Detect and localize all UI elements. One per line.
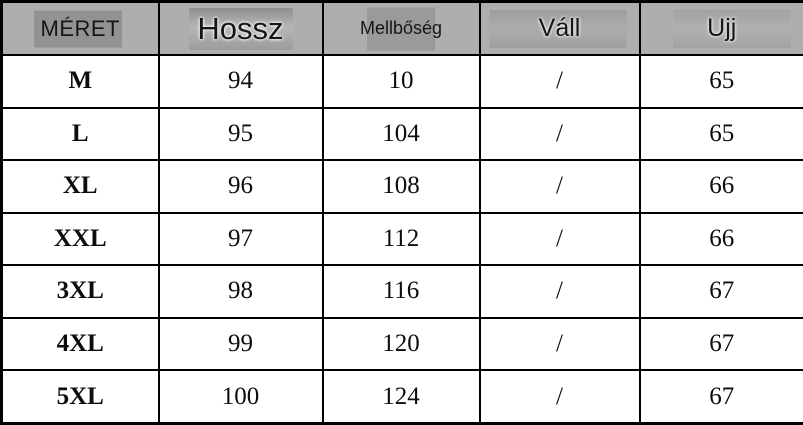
- header-patch: [34, 10, 123, 47]
- header-label: MÉRET: [40, 15, 120, 41]
- bust-cell: 116: [321, 264, 481, 319]
- header-cell-meret: MÉRET: [0, 0, 160, 56]
- sleeve-cell: 67: [638, 264, 803, 319]
- sleeve-cell: 66: [638, 211, 803, 267]
- table-row: XL 96 108 / 66: [0, 159, 803, 214]
- header-cell-hossz: Hossz: [157, 0, 324, 56]
- header-patch: [188, 7, 293, 50]
- table-row: 4XL 99 120 / 67: [0, 316, 803, 372]
- shoulder-cell: /: [478, 54, 641, 109]
- bust-cell: 10: [321, 54, 481, 109]
- length-cell: 99: [157, 316, 324, 372]
- header-label: Ujj: [707, 14, 737, 42]
- header-patch: [672, 9, 791, 48]
- sleeve-cell: 65: [638, 106, 803, 162]
- shoulder-cell: /: [478, 369, 641, 425]
- size-cell: XL: [0, 159, 160, 214]
- sleeve-cell: 66: [638, 159, 803, 214]
- bust-cell: 124: [321, 369, 481, 425]
- bust-cell: 120: [321, 316, 481, 372]
- length-cell: 100: [157, 369, 324, 425]
- length-cell: 95: [157, 106, 324, 162]
- size-cell: M: [0, 54, 160, 109]
- header-patch: [489, 9, 626, 48]
- header-label: Váll: [538, 14, 581, 42]
- header-cell-mellboseg: Mellbőség: [321, 0, 481, 56]
- length-cell: 96: [157, 159, 324, 214]
- sleeve-cell: 67: [638, 316, 803, 372]
- sleeve-cell: 67: [638, 369, 803, 425]
- header-cell-vall: Váll: [478, 0, 641, 56]
- size-cell: XXL: [0, 211, 160, 267]
- header-cell-ujj: Ujj: [638, 0, 803, 56]
- sleeve-cell: 65: [638, 54, 803, 109]
- length-cell: 98: [157, 264, 324, 319]
- table-row: M 94 10 / 65: [0, 54, 803, 109]
- table-row: 5XL 100 124 / 67: [0, 369, 803, 425]
- table-row: L 95 104 / 65: [0, 106, 803, 162]
- header-row: MÉRET Hossz Mellbőség Váll Ujj: [0, 0, 803, 56]
- length-cell: 97: [157, 211, 324, 267]
- shoulder-cell: /: [478, 211, 641, 267]
- shoulder-cell: /: [478, 106, 641, 162]
- bust-cell: 108: [321, 159, 481, 214]
- shoulder-cell: /: [478, 316, 641, 372]
- bust-cell: 112: [321, 211, 481, 267]
- size-cell: 3XL: [0, 264, 160, 319]
- size-cell: 5XL: [0, 369, 160, 425]
- shoulder-cell: /: [478, 159, 641, 214]
- bust-cell: 104: [321, 106, 481, 162]
- length-cell: 94: [157, 54, 324, 109]
- header-label: Mellbőség: [359, 18, 443, 38]
- table-row: 3XL 98 116 / 67: [0, 264, 803, 319]
- size-cell: L: [0, 106, 160, 162]
- shoulder-cell: /: [478, 264, 641, 319]
- header-patch: [367, 7, 435, 50]
- table-row: XXL 97 112 / 66: [0, 211, 803, 267]
- header-label: Hossz: [197, 10, 284, 46]
- size-cell: 4XL: [0, 316, 160, 372]
